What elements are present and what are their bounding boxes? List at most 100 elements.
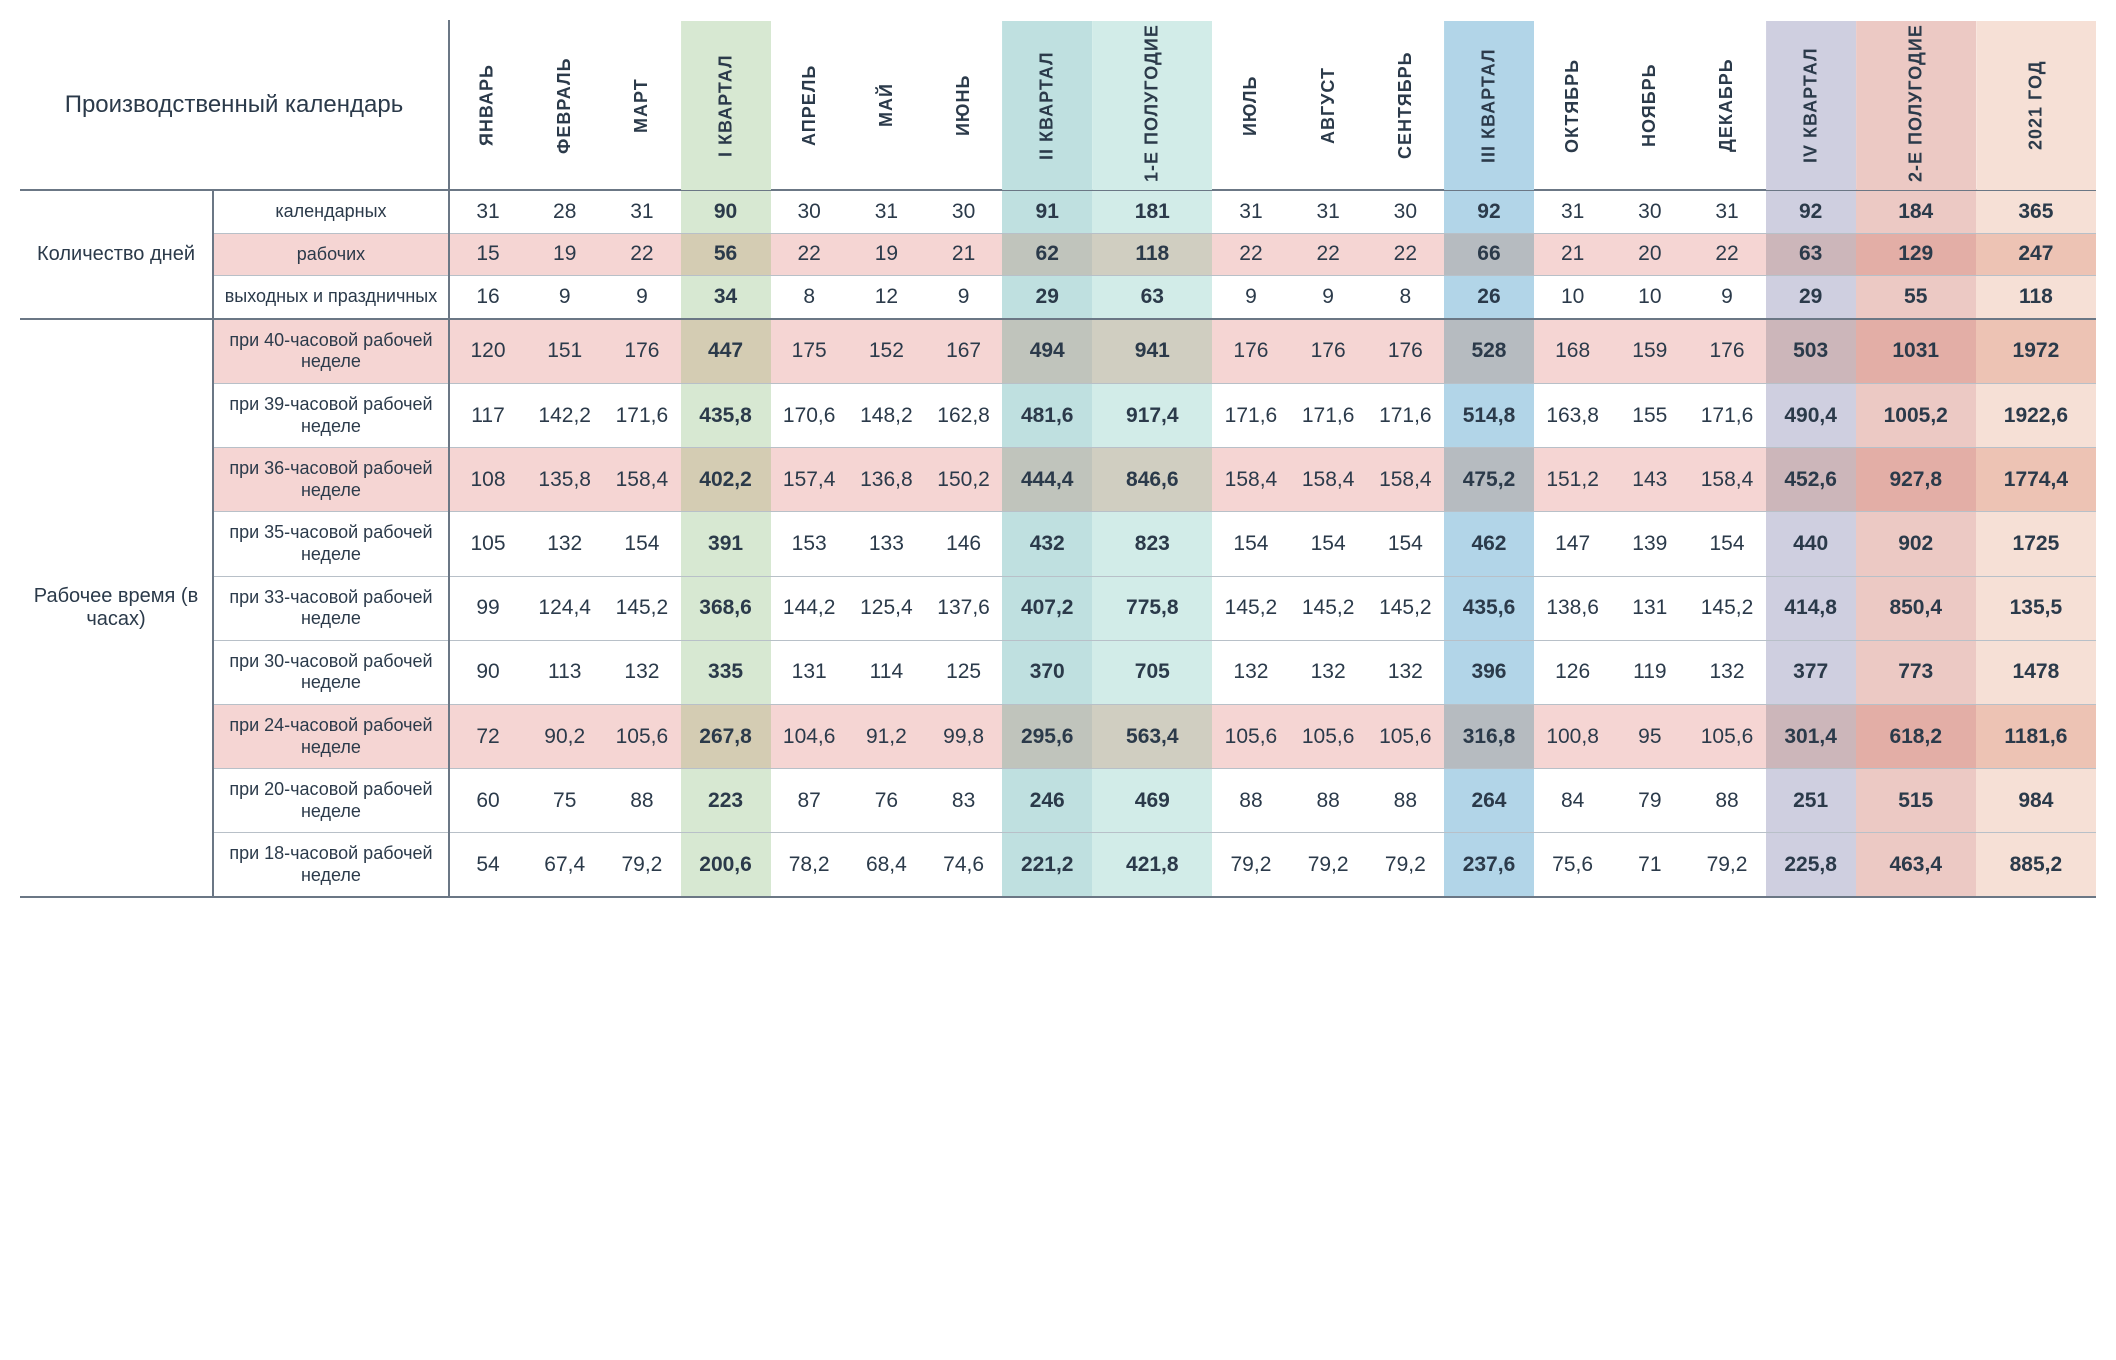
cell: 88 [603, 769, 680, 833]
cell: 435,8 [681, 383, 771, 447]
cell: 132 [603, 640, 680, 704]
cell: 157,4 [771, 448, 848, 512]
cell: 62 [1002, 233, 1092, 276]
cell: 60 [449, 769, 526, 833]
col-header-q4: IV КВАРТАЛ [1766, 20, 1856, 190]
cell: 99 [449, 576, 526, 640]
cell: 154 [603, 512, 680, 576]
cell: 984 [1976, 769, 2096, 833]
cell: 377 [1766, 640, 1856, 704]
cell: 15 [449, 233, 526, 276]
cell: 142,2 [526, 383, 603, 447]
cell: 145,2 [1367, 576, 1444, 640]
cell: 31 [449, 190, 526, 233]
cell: 105,6 [603, 704, 680, 768]
cell: 167 [925, 319, 1002, 384]
cell: 154 [1212, 512, 1289, 576]
col-header-oct: ОКТЯБРЬ [1534, 20, 1611, 190]
cell: 175 [771, 319, 848, 384]
cell: 117 [449, 383, 526, 447]
cell: 414,8 [1766, 576, 1856, 640]
cell: 225,8 [1766, 833, 1856, 898]
cell: 22 [1688, 233, 1765, 276]
cell: 927,8 [1856, 448, 1976, 512]
cell: 421,8 [1092, 833, 1212, 898]
cell: 152 [848, 319, 925, 384]
cell: 31 [1212, 190, 1289, 233]
col-header-jun: ИЮНЬ [925, 20, 1002, 190]
cell: 158,4 [1688, 448, 1765, 512]
cell: 138,6 [1534, 576, 1611, 640]
cell: 176 [1688, 319, 1765, 384]
cell: 28 [526, 190, 603, 233]
table-title: Производственный календарь [20, 20, 449, 190]
cell: 88 [1688, 769, 1765, 833]
cell: 68,4 [848, 833, 925, 898]
cell: 154 [1688, 512, 1765, 576]
cell: 1972 [1976, 319, 2096, 384]
cell: 10 [1611, 276, 1688, 319]
cell: 90,2 [526, 704, 603, 768]
col-header-jan: ЯНВАРЬ [449, 20, 526, 190]
cell: 146 [925, 512, 1002, 576]
col-header-h2: 2-Е ПОЛУГОДИЕ [1856, 20, 1976, 190]
row-label: при 24-часовой рабочей неделе [213, 704, 449, 768]
cell: 71 [1611, 833, 1688, 898]
cell: 55 [1856, 276, 1976, 319]
cell: 1005,2 [1856, 383, 1976, 447]
cell: 1922,6 [1976, 383, 2096, 447]
row-label: при 33-часовой рабочей неделе [213, 576, 449, 640]
cell: 95 [1611, 704, 1688, 768]
cell: 850,4 [1856, 576, 1976, 640]
col-header-apr: АПРЕЛЬ [771, 20, 848, 190]
cell: 30 [925, 190, 1002, 233]
cell: 528 [1444, 319, 1534, 384]
cell: 105,6 [1212, 704, 1289, 768]
cell: 264 [1444, 769, 1534, 833]
col-header-mar: МАРТ [603, 20, 680, 190]
cell: 54 [449, 833, 526, 898]
cell: 181 [1092, 190, 1212, 233]
cell: 9 [603, 276, 680, 319]
cell: 74,6 [925, 833, 1002, 898]
cell: 92 [1444, 190, 1534, 233]
cell: 150,2 [925, 448, 1002, 512]
row-label: рабочих [213, 233, 449, 276]
cell: 775,8 [1092, 576, 1212, 640]
cell: 391 [681, 512, 771, 576]
col-header-nov: НОЯБРЬ [1611, 20, 1688, 190]
cell: 151 [526, 319, 603, 384]
cell: 22 [603, 233, 680, 276]
cell: 846,6 [1092, 448, 1212, 512]
cell: 9 [925, 276, 1002, 319]
cell: 1774,4 [1976, 448, 2096, 512]
cell: 132 [1290, 640, 1367, 704]
cell: 119 [1611, 640, 1688, 704]
cell: 132 [1688, 640, 1765, 704]
cell: 9 [1290, 276, 1367, 319]
cell: 88 [1367, 769, 1444, 833]
cell: 31 [848, 190, 925, 233]
cell: 30 [771, 190, 848, 233]
cell: 79,2 [1688, 833, 1765, 898]
cell: 79,2 [1290, 833, 1367, 898]
cell: 120 [449, 319, 526, 384]
cell: 22 [1290, 233, 1367, 276]
cell: 168 [1534, 319, 1611, 384]
cell: 221,2 [1002, 833, 1092, 898]
cell: 435,6 [1444, 576, 1534, 640]
cell: 515 [1856, 769, 1976, 833]
cell: 78,2 [771, 833, 848, 898]
cell: 19 [848, 233, 925, 276]
cell: 29 [1766, 276, 1856, 319]
cell: 105,6 [1290, 704, 1367, 768]
cell: 91 [1002, 190, 1092, 233]
col-header-may: МАЙ [848, 20, 925, 190]
cell: 247 [1976, 233, 2096, 276]
cell: 79,2 [1367, 833, 1444, 898]
cell: 163,8 [1534, 383, 1611, 447]
cell: 184 [1856, 190, 1976, 233]
row-label: при 30-часовой рабочей неделе [213, 640, 449, 704]
cell: 941 [1092, 319, 1212, 384]
cell: 9 [1688, 276, 1765, 319]
